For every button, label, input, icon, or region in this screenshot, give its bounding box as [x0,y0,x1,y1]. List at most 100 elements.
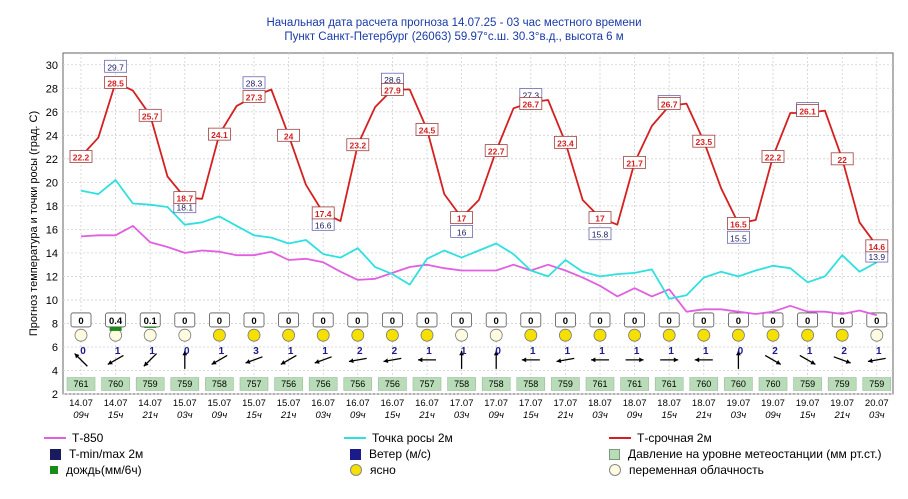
partly-cloudy-icon [178,328,192,342]
wind-arrow-head [182,350,188,356]
x-tick-date: 18.07 [623,398,647,409]
sun-icon [385,328,399,342]
wind-arrow-head [867,358,873,364]
sun-icon [766,328,780,342]
y-tick-label: 26 [46,107,58,119]
legend-tminmax-swatch [50,448,61,460]
sun-icon [282,328,296,342]
precip-value: 0 [563,316,568,327]
y-tick-label: 24 [46,130,58,142]
wind-arrow-head [459,350,464,356]
temp-value: 17 [457,214,467,224]
wind-arrow-head [845,359,851,364]
wind-speed: 1 [634,346,640,357]
partly-cloudy-icon [455,328,469,342]
precip-box [381,312,403,328]
tminmax-value: 13.9 [869,252,886,262]
wind-speed: 1 [115,346,121,357]
wind-speed: 2 [357,346,363,357]
wind-arrow-head [107,360,113,365]
x-tick-date: 17.07 [554,398,578,409]
legend-temp-swatch [609,437,631,439]
sun-icon [801,328,814,342]
temp-label-box [104,75,127,89]
temp-label-box [830,152,854,166]
y-tick-label: 2 [52,389,58,401]
sun-icon [732,328,745,342]
wind-arrow-head [418,357,423,363]
tminmax-box [727,230,750,244]
legend-t850: Т-850 [44,430,103,446]
temp-value: 22.2 [765,152,782,162]
precip-box [831,312,853,328]
pressure-box [135,377,165,391]
wind-arrow-head [245,359,251,364]
precip-value: 0 [736,316,741,327]
precip-box [451,312,473,328]
legend-temp-label: Т-срочная 2м [637,431,712,445]
precip-box [312,312,334,328]
y-tick-label: 6 [52,342,58,354]
x-tick-date: 16.07 [311,398,335,409]
precip-value: 0 [701,316,706,327]
rain-bar [144,326,157,328]
y-tick-label: 18 [46,201,58,213]
legend-dew: Точка росы 2м [344,430,453,446]
pressure-value: 757 [246,379,261,389]
pressure-box [585,377,615,391]
pressure-box [378,377,407,391]
wind-arrow-head [74,353,80,359]
y-tick-label: 14 [46,248,58,260]
sun-icon [835,328,849,342]
precip-value: 0 [217,316,222,327]
pressure-box [516,377,546,391]
x-tick-hour: 09ч [627,410,643,421]
precip-box [658,312,680,328]
sun-icon [316,328,330,342]
pressure-box [447,377,476,391]
precip-box [762,312,784,328]
temp-label-box [346,138,370,152]
x-tick-date: 16.07 [381,398,405,409]
precip-value: 0 [355,316,360,327]
sun-icon [628,328,641,342]
pressure-value: 756 [316,379,331,389]
temp-label-box [69,150,93,163]
pressure-value: 761 [662,379,677,389]
temp-value: 16.5 [730,220,747,230]
t850-line [80,224,878,317]
temp-label-box [138,108,162,122]
wind-speed: 2 [841,346,847,357]
y-tick-label: 8 [52,318,58,330]
pressure-box [481,377,511,391]
x-tick-date: 15.07 [173,398,197,409]
x-tick-date: 16.07 [346,398,370,409]
partly-cloudy-icon [609,464,621,476]
temp-value: 27.9 [384,85,401,95]
y-tick-label: 20 [46,177,58,189]
temp-value: 14.6 [869,242,886,252]
legend-pressure-swatch [609,448,620,460]
precip-box [174,312,196,328]
precip-box [866,312,888,328]
tminmax-value: 15.5 [730,233,747,243]
x-tick-hour: 15ч [800,410,816,421]
y-tick-label: 28 [46,83,58,95]
x-tick-hour: 15ч [523,410,539,421]
x-tick-date: 18.07 [588,398,612,409]
wind-speed: 1 [149,346,155,357]
legend-dew-label: Точка росы 2м [372,431,453,445]
legend-cloudy-label: переменная облачность [629,463,764,477]
x-tick-hour: 03ч [454,410,470,421]
wind-speed: 0 [184,346,190,357]
x-tick-hour: 09ч [488,410,504,421]
dew-point-line [80,179,878,300]
pressure-value: 758 [454,379,469,389]
x-tick-hour: 03ч [869,410,885,421]
x-tick-date: 18.07 [692,398,716,409]
y-axis-label: Прогноз температура и точки росы (град. … [28,111,40,336]
temp-value: 23.4 [557,138,574,148]
tminmax-value: 29.7 [107,62,124,72]
y-tick-label: 16 [46,224,58,236]
